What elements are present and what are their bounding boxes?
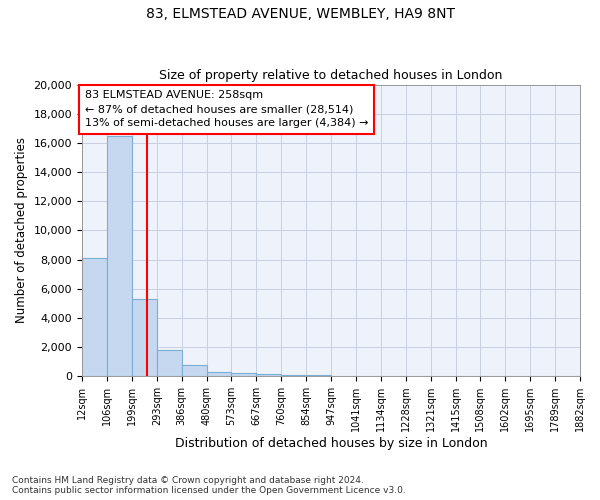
Bar	[157, 350, 182, 376]
Text: 83, ELMSTEAD AVENUE, WEMBLEY, HA9 8NT: 83, ELMSTEAD AVENUE, WEMBLEY, HA9 8NT	[146, 8, 455, 22]
Bar	[182, 364, 206, 376]
Y-axis label: Number of detached properties: Number of detached properties	[15, 138, 28, 324]
Bar	[82, 258, 107, 376]
Bar	[107, 136, 132, 376]
X-axis label: Distribution of detached houses by size in London: Distribution of detached houses by size …	[175, 437, 487, 450]
Bar	[281, 375, 306, 376]
Text: 83 ELMSTEAD AVENUE: 258sqm
← 87% of detached houses are smaller (28,514)
13% of : 83 ELMSTEAD AVENUE: 258sqm ← 87% of deta…	[85, 90, 368, 128]
Title: Size of property relative to detached houses in London: Size of property relative to detached ho…	[159, 69, 503, 82]
Bar	[232, 374, 256, 376]
Bar	[256, 374, 281, 376]
Text: Contains HM Land Registry data © Crown copyright and database right 2024.
Contai: Contains HM Land Registry data © Crown c…	[12, 476, 406, 495]
Bar	[206, 372, 232, 376]
Bar	[132, 299, 157, 376]
